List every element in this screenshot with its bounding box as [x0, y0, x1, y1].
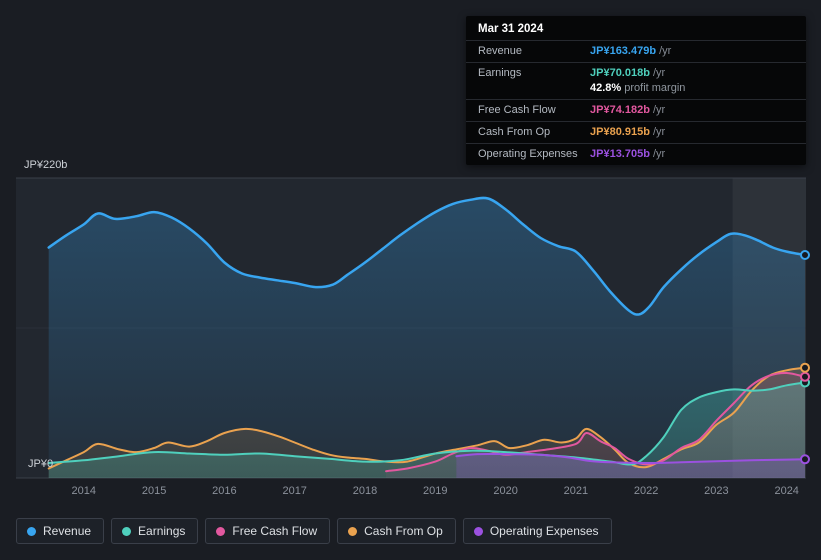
- per-year-suffix: /yr: [649, 148, 666, 160]
- x-axis-tick: 2023: [704, 485, 728, 497]
- free-cash-flow-endpoint-marker[interactable]: [800, 371, 810, 382]
- tooltip-row-operating-expenses: Operating Expenses JP¥13.705b /yr: [466, 143, 806, 165]
- revenue-value: JP¥163.479b: [590, 45, 657, 57]
- revenue-area: [48, 197, 805, 478]
- legend-label: Free Cash Flow: [232, 524, 318, 538]
- x-axis-tick: 2014: [72, 485, 96, 497]
- legend-item-earnings[interactable]: Earnings: [111, 518, 199, 544]
- revenue-endpoint-marker[interactable]: [800, 250, 810, 260]
- x-axis-tick: 2016: [212, 485, 236, 497]
- tooltip-row-label: Cash From Op: [478, 126, 551, 138]
- revenue-legend-dot: [27, 526, 36, 536]
- cash-from-op-legend-dot: [348, 526, 358, 536]
- tooltip-row-value: JP¥163.479b /yr: [590, 44, 671, 59]
- cash-from-op-value: JP¥80.915b: [590, 126, 650, 138]
- tooltip-row-cash-from-op: Cash From Op JP¥80.915b /yr: [466, 121, 806, 143]
- x-axis-tick: 2017: [282, 485, 306, 497]
- free-cash-flow-value: JP¥74.182b: [590, 104, 650, 116]
- chart-tooltip: Mar 31 2024 Revenue JP¥163.479b /yr Earnin…: [466, 16, 806, 165]
- per-year-suffix: /yr: [649, 104, 666, 116]
- chart-legend: Revenue Earnings Free Cash Flow Cash From O…: [16, 518, 612, 544]
- chart-canvas[interactable]: 2014 2015 2016 2017 2018 2019 2020 2021 2022 2023…: [16, 170, 810, 502]
- tooltip-row-value: JP¥70.018b /yr 42.8% profit margin: [590, 66, 685, 96]
- tooltip-row-label: Revenue: [478, 45, 523, 57]
- tooltip-row-value: JP¥74.182b /yr: [590, 103, 665, 118]
- operating-expenses-legend-dot: [473, 526, 483, 536]
- tooltip-row-revenue: Revenue JP¥163.479b /yr: [466, 40, 806, 62]
- operating-expenses-endpoint-marker[interactable]: [800, 454, 810, 465]
- legend-label: Earnings: [138, 524, 186, 538]
- tooltip-row-label: Free Cash Flow: [478, 104, 556, 116]
- legend-label: Operating Expenses: [489, 524, 599, 538]
- x-axis-tick: 2019: [423, 485, 447, 497]
- tooltip-row-earnings: Earnings JP¥70.018b /yr 42.8% profit margi…: [466, 62, 806, 99]
- revenue-line: [47, 196, 807, 316]
- tooltip-rows: Revenue JP¥163.479b /yr Earnings JP¥70.018b…: [466, 40, 806, 165]
- profit-margin-value: 42.8%: [590, 82, 622, 94]
- per-year-suffix: /yr: [649, 126, 666, 138]
- legend-item-revenue[interactable]: Revenue: [16, 518, 105, 544]
- y-axis-max-label: JP¥220b: [24, 159, 68, 171]
- tooltip-date: Mar 31 2024: [478, 23, 544, 35]
- x-axis-tick: 2022: [634, 485, 658, 497]
- legend-item-cash-from-op[interactable]: Cash From Op: [337, 518, 456, 544]
- per-year-suffix: /yr: [656, 45, 672, 57]
- tooltip-row-value: JP¥80.915b /yr: [590, 125, 665, 140]
- tooltip-row-label: Earnings: [478, 67, 522, 79]
- cash-from-op-area: [48, 367, 805, 478]
- tooltip-row-free-cash-flow: Free Cash Flow JP¥74.182b /yr: [466, 99, 806, 121]
- operating-expenses-area: [456, 453, 805, 478]
- tooltip-row-label: Operating Expenses: [478, 148, 578, 160]
- x-axis-tick: 2018: [353, 485, 377, 497]
- tooltip-row-value: JP¥13.705b /yr: [590, 147, 665, 162]
- operating-expenses-line: [455, 452, 806, 464]
- legend-item-free-cash-flow[interactable]: Free Cash Flow: [205, 518, 331, 544]
- earnings-legend-dot: [122, 526, 132, 536]
- x-axis-tick: 2015: [142, 485, 166, 497]
- x-axis-tick: 2024: [774, 485, 798, 497]
- free-cash-flow-legend-dot: [216, 526, 226, 536]
- legend-label: Revenue: [43, 524, 92, 538]
- earnings-value: JP¥70.018b: [590, 67, 650, 79]
- x-axis-tick: 2020: [493, 485, 517, 497]
- legend-item-operating-expenses[interactable]: Operating Expenses: [462, 518, 612, 544]
- per-year-suffix: /yr: [649, 67, 666, 79]
- x-axis-tick: 2021: [564, 485, 588, 497]
- operating-expenses-value: JP¥13.705b: [590, 148, 650, 160]
- cash-from-op-endpoint-marker[interactable]: [800, 362, 810, 373]
- free-cash-flow-line: [385, 371, 806, 473]
- y-axis-zero-label: JP¥0: [28, 458, 54, 470]
- legend-label: Cash From Op: [364, 524, 443, 538]
- profit-margin-label: profit margin: [621, 82, 686, 94]
